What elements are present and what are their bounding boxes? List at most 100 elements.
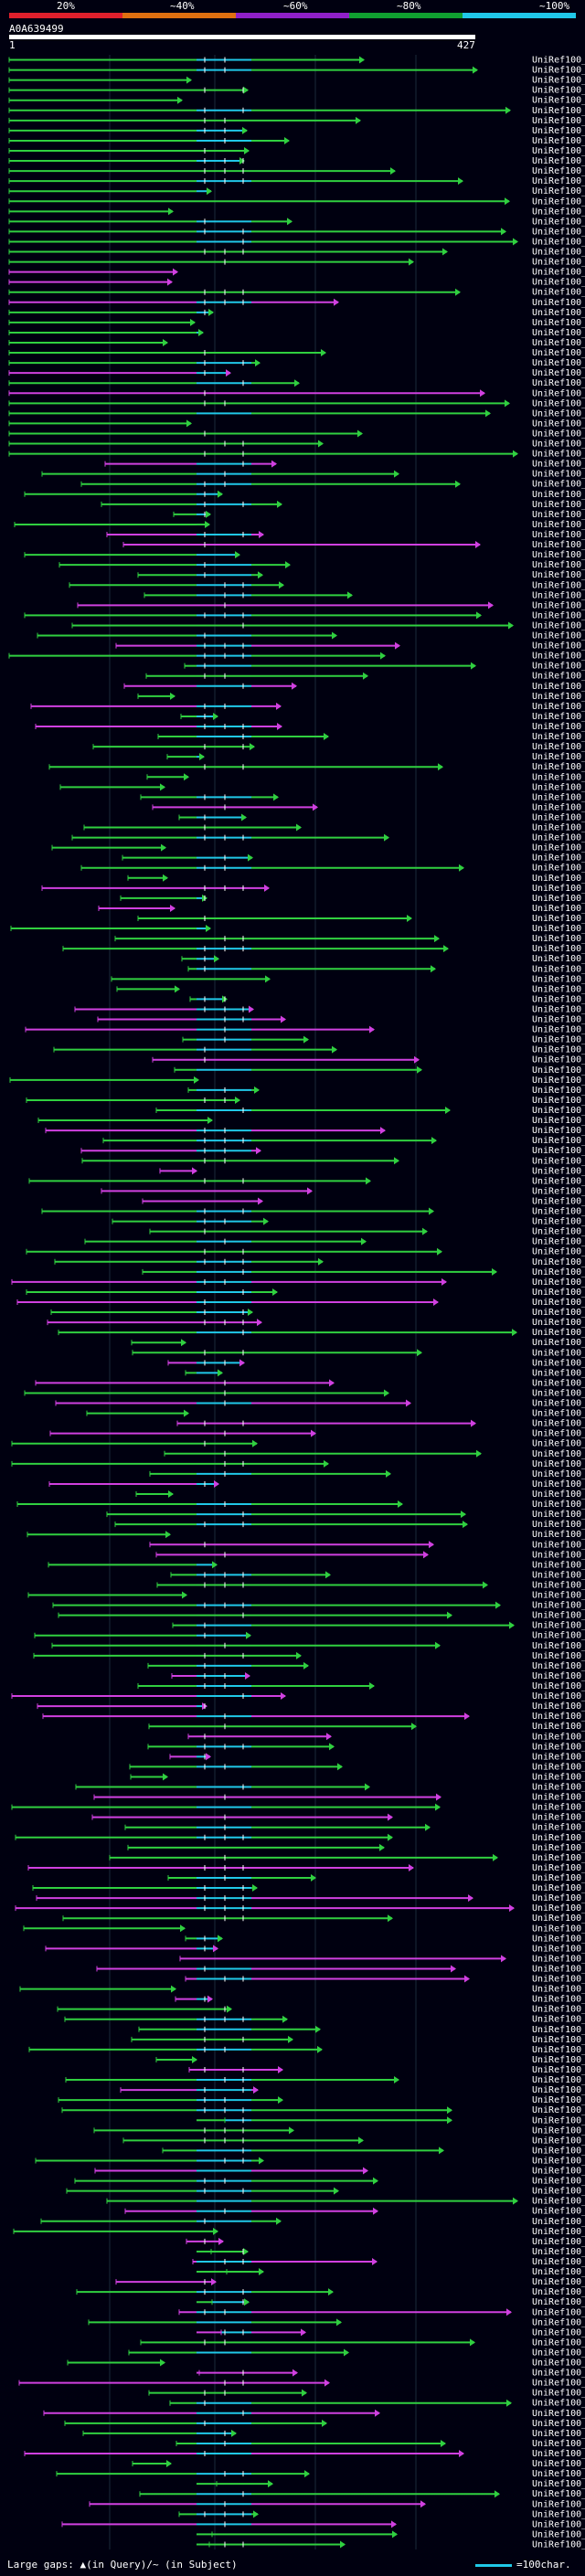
hit-row[interactable]: UniRef100_Q0B091 xyxy=(71,833,585,843)
hit-label[interactable]: UniRef100_A7JZ19 xyxy=(532,1803,585,1813)
hit-row[interactable]: UniRef100_Q7VB05 xyxy=(152,1055,585,1065)
hit-label[interactable]: UniRef100_A4BEX4 xyxy=(532,2247,585,2257)
hit-label[interactable]: UniRef100_A2U5J4 xyxy=(532,762,585,772)
hit-row[interactable]: UniRef100_B2BI29 xyxy=(26,1247,585,1257)
hit-label[interactable]: UniRef100_B4P5M1 xyxy=(532,894,585,904)
hit-row[interactable]: UniRef100_A5L2B7 xyxy=(147,1742,585,1752)
hit-row[interactable]: UniRef100_A3Q9L8 xyxy=(185,1975,585,1985)
hit-row[interactable]: UniRef100_A2BWP8 xyxy=(135,1489,585,1500)
hit-label[interactable]: UniRef100_C3NI14 xyxy=(532,1833,585,1843)
hit-row[interactable]: UniRef100_Q87J10 xyxy=(176,2439,585,2449)
hit-label[interactable]: UniRef100_B2I3T9 xyxy=(532,1328,585,1338)
hit-row[interactable]: UniRef100_B4C1K1 xyxy=(8,368,585,378)
hit-label[interactable]: UniRef100_UP1000... xyxy=(532,1257,585,1267)
hit-label[interactable]: UniRef100_C1BJ08 xyxy=(532,268,585,278)
hit-row[interactable]: UniRef100_UP1000... xyxy=(179,1954,585,1964)
hit-row[interactable]: UniRef100_A7HBF1 xyxy=(174,1065,585,1076)
hit-row[interactable]: UniRef100_A6BUK2 xyxy=(93,2125,585,2136)
hit-row[interactable]: UniRef100_UP1000... xyxy=(65,2075,585,2085)
hit-label[interactable]: UniRef100_C2HTX9 xyxy=(532,672,585,682)
hit-label[interactable]: UniRef100_B6ZZ7J xyxy=(532,2217,585,2227)
hit-row[interactable]: UniRef100_UP1000... xyxy=(86,1409,585,1419)
hit-row[interactable]: UniRef100_B4JXH7 xyxy=(35,1378,585,1388)
hit-label[interactable]: UniRef100_B9LPG6 xyxy=(532,2146,585,2156)
hit-row[interactable]: UniRef100_C9NNC3 xyxy=(155,1550,585,1560)
hit-row[interactable]: UniRef100_Q12RT4 xyxy=(19,1985,585,1995)
hit-row[interactable]: UniRef100_Q6DIW8 xyxy=(173,510,585,520)
hit-row[interactable]: UniRef100_B5JDU2 xyxy=(15,1903,585,1913)
hit-label[interactable]: UniRef100_Q8TCU1 xyxy=(532,843,585,853)
hit-row[interactable]: UniRef100_P0LJ39 xyxy=(137,1681,585,1691)
hit-label[interactable]: UniRef100_Q7V1F4 xyxy=(532,1591,585,1601)
hit-label[interactable]: UniRef100_Q4C6Q9 xyxy=(532,106,585,116)
hit-label[interactable]: UniRef100_P31020 xyxy=(532,590,585,600)
hit-row[interactable]: UniRef100_UP1000... xyxy=(8,258,585,268)
hit-row[interactable]: UniRef100_Q6LM00 xyxy=(11,1439,585,1449)
hit-row[interactable]: UniRef100_Q9ZBG1 xyxy=(77,600,585,610)
hit-label[interactable]: UniRef100_C3NHI5 xyxy=(532,2115,585,2125)
hit-label[interactable]: UniRef100_UP1000... xyxy=(532,348,585,358)
hit-row[interactable]: UniRef100_UP1000... xyxy=(187,1732,585,1742)
hit-row[interactable]: UniRef100_A5WB02 xyxy=(26,1096,585,1106)
hit-row[interactable]: UniRef100_Q21DY3 xyxy=(8,378,585,388)
hit-row[interactable]: UniRef100_UP1000... xyxy=(84,1237,585,1247)
hit-row[interactable]: UniRef100_C9QN60 xyxy=(149,1540,585,1550)
hit-label[interactable]: UniRef100_Q92YP9 xyxy=(532,1813,585,1823)
hit-row[interactable]: UniRef100_A6GU21 xyxy=(57,2005,585,2015)
hit-row[interactable]: UniRef100_Q2QYR3 xyxy=(124,2207,585,2217)
hit-row[interactable]: UniRef100_UP1000... xyxy=(8,348,585,358)
hit-label[interactable]: UniRef100_B9PIT1 xyxy=(532,1318,585,1328)
hit-row[interactable]: UniRef100_Q5E812 xyxy=(23,1924,585,1934)
hit-label[interactable]: UniRef100_Q34KC0 xyxy=(532,964,585,974)
hit-label[interactable]: UniRef100_B1Z0U9 xyxy=(532,2539,585,2549)
hit-label[interactable]: UniRef100_UP1000... xyxy=(532,1863,585,1873)
hit-row[interactable]: UniRef100_B6IYP4 xyxy=(147,1661,585,1671)
hit-label[interactable]: UniRef100_Q19B66 xyxy=(532,1358,585,1368)
hit-row[interactable]: UniRef100_B4GSJ2 xyxy=(172,1621,585,1631)
hit-row[interactable]: UniRef100_B2I3T9 xyxy=(58,1328,585,1338)
hit-label[interactable]: UniRef100_A2CK79 xyxy=(532,904,585,914)
hit-label[interactable]: UniRef100_Q21SB7 xyxy=(532,2297,585,2307)
hit-label[interactable]: UniRef100_A6BYT9 xyxy=(532,1388,585,1398)
hit-row[interactable]: UniRef100_P31020 xyxy=(144,590,585,600)
hit-row[interactable]: UniRef100_A6E534 xyxy=(155,2055,585,2065)
hit-label[interactable]: UniRef100_C2CE14 xyxy=(532,682,585,692)
hit-row[interactable]: UniRef100_A6UKW6 xyxy=(62,1913,585,1924)
hit-label[interactable]: UniRef100_Q01SV1 xyxy=(532,954,585,964)
hit-row[interactable]: UniRef100_Q2I7J8 xyxy=(8,388,585,398)
hit-row[interactable]: UniRef100_Q7V1F4 xyxy=(27,1591,585,1601)
hit-label[interactable]: UniRef100_B2BI29 xyxy=(532,1247,585,1257)
hit-label[interactable]: UniRef100_C3HHW4 xyxy=(532,560,585,570)
hit-row[interactable]: UniRef100_A7HEL0 xyxy=(41,470,585,480)
hit-label[interactable]: UniRef100_A2BWP8 xyxy=(532,1489,585,1500)
hit-row[interactable]: UniRef100_C3HHW4 xyxy=(58,560,585,570)
hit-label[interactable]: UniRef100_A3PCT8 xyxy=(532,1136,585,1146)
hit-label[interactable]: UniRef100_UP1000... xyxy=(532,1954,585,1964)
hit-label[interactable]: UniRef100_A6I023 xyxy=(532,742,585,752)
hit-row[interactable]: UniRef100_UP1000... xyxy=(189,994,585,1004)
hit-label[interactable]: UniRef100_A6UYY3 xyxy=(532,2197,585,2207)
hit-label[interactable]: UniRef100_A6UFJ2 xyxy=(532,56,585,66)
hit-row[interactable]: UniRef100_A3YZW7 xyxy=(14,520,585,530)
hit-row[interactable]: UniRef100_UP1000... xyxy=(11,1459,585,1469)
hit-label[interactable]: UniRef100_Q3MZY1 xyxy=(532,76,585,86)
hit-row[interactable]: UniRef100_Q1ZNV6 xyxy=(33,1651,585,1661)
hit-row[interactable]: UniRef100_Q7NQ06 xyxy=(8,278,585,288)
hit-label[interactable]: UniRef100_A7HBF1 xyxy=(532,1065,585,1076)
hit-row[interactable]: UniRef100_B4HTD7 xyxy=(149,1227,585,1237)
hit-label[interactable]: UniRef100_UP1000... xyxy=(532,1752,585,1762)
hit-label[interactable]: UniRef100_UP1000... xyxy=(532,1176,585,1186)
hit-label[interactable]: UniRef100_C5MX35 xyxy=(532,540,585,550)
hit-label[interactable]: UniRef100_A1AYY3 xyxy=(532,1772,585,1782)
hit-row[interactable]: UniRef100_B9E3S6 xyxy=(8,288,585,298)
hit-row[interactable]: UniRef100_Q6FE20 xyxy=(8,227,585,237)
hit-label[interactable]: UniRef100_Q0H6W5 xyxy=(532,722,585,732)
hit-label[interactable]: UniRef100_UP1000... xyxy=(532,338,585,348)
hit-label[interactable]: UniRef100_B4WJH1 xyxy=(532,196,585,207)
hit-label[interactable]: UniRef100_B4PIT0 xyxy=(532,641,585,652)
hit-row[interactable]: UniRef100_A3YE29 xyxy=(197,2327,585,2337)
hit-row[interactable]: UniRef100_Q1JSZ9 xyxy=(192,2257,585,2267)
hit-row[interactable]: UniRef100_B9ZFS3 xyxy=(185,1934,585,1944)
hit-row[interactable]: UniRef100_Q0AJ15 xyxy=(82,2429,585,2439)
hit-row[interactable]: UniRef100_UP1000... xyxy=(43,2409,585,2419)
